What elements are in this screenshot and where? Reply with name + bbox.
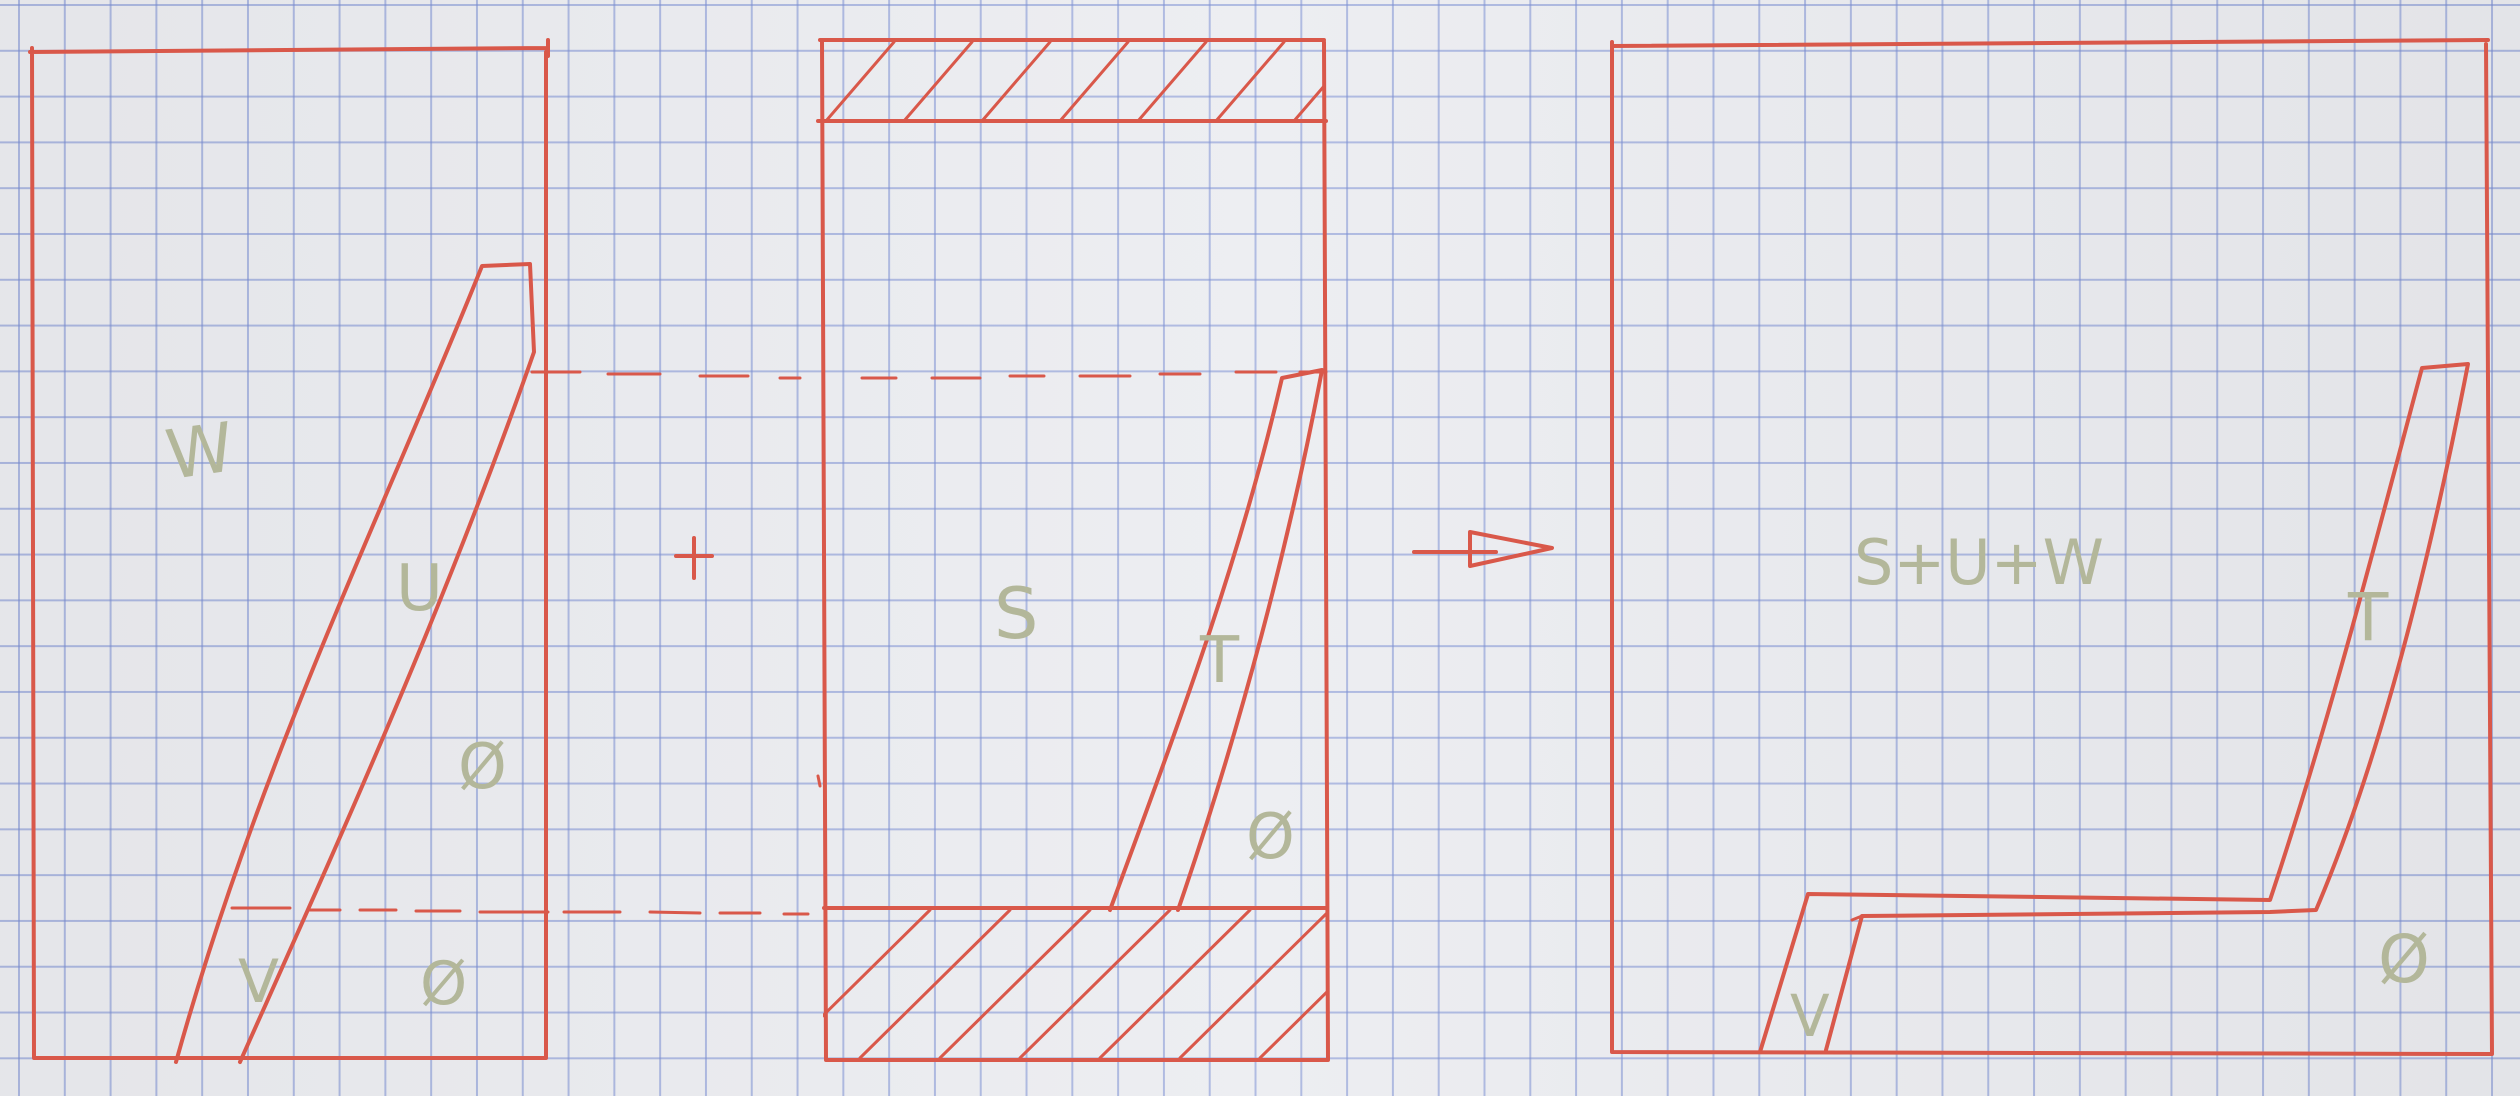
label-t-middle: T bbox=[1199, 624, 1240, 698]
label-v-right: V bbox=[1790, 982, 1830, 1050]
right-strip-inner-edge bbox=[1850, 914, 1864, 922]
middle-bottom-hatching bbox=[823, 908, 1327, 1058]
pencil-labels: W U V Ø Ø S T Ø S+U+W T V Ø bbox=[161, 408, 2430, 1050]
left-panel bbox=[28, 38, 550, 1064]
middle-t-strip-outline bbox=[1108, 368, 1324, 912]
middle-panel bbox=[816, 38, 1330, 1062]
label-s: S bbox=[994, 573, 1038, 655]
label-t-right: T bbox=[2347, 579, 2389, 656]
label-empty-left-upper: Ø bbox=[458, 730, 507, 803]
middle-small-tick bbox=[816, 774, 822, 788]
label-empty-left-lower: Ø bbox=[420, 949, 467, 1019]
right-panel bbox=[1610, 38, 2494, 1056]
right-panel-frame bbox=[1610, 38, 2494, 1056]
middle-top-hatching bbox=[824, 42, 1326, 121]
label-empty-right: Ø bbox=[2378, 921, 2430, 998]
left-u-strip-outline bbox=[174, 262, 536, 1064]
left-panel-frame bbox=[28, 38, 550, 1060]
label-w: W bbox=[161, 408, 239, 496]
right-v-t-strip-outline bbox=[1758, 362, 2470, 1054]
label-u: U bbox=[396, 552, 443, 626]
label-empty-middle: Ø bbox=[1246, 800, 1295, 873]
middle-panel-frame bbox=[818, 38, 1330, 1062]
label-sum: S+U+W bbox=[1854, 526, 2104, 599]
left-dashed-lower bbox=[230, 906, 550, 914]
plus-sign bbox=[674, 536, 714, 580]
dashed-connector-upper bbox=[530, 370, 1328, 380]
arrow-right bbox=[1412, 530, 1554, 568]
dashed-connector-lower bbox=[562, 910, 810, 916]
dashed-connectors bbox=[530, 370, 1328, 916]
label-v: V bbox=[238, 947, 279, 1017]
